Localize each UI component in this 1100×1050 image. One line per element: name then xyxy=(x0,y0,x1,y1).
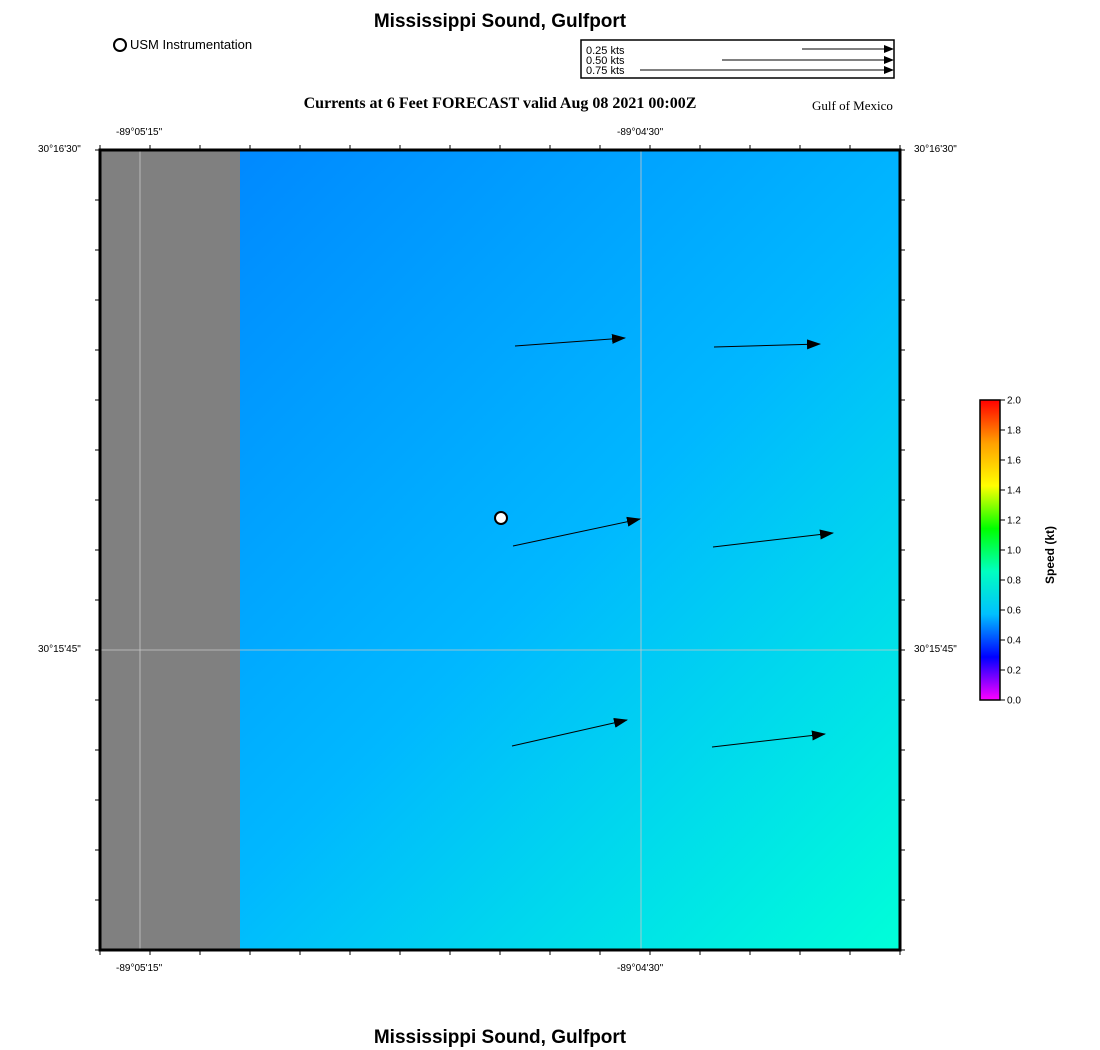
colorbar-tick-label: 2.0 xyxy=(1007,396,1021,407)
colorbar-ticks: 0.0 0.2 0.4 0.6 0.8 1.0 1.2 1.4 1.6 1.8 2.0 xyxy=(1000,396,1021,707)
map-title: Mississippi Sound, Gulfport xyxy=(373,11,627,32)
legend-label-075: 0.75 kts xyxy=(586,65,625,77)
colorbar-tick-label: 1.8 xyxy=(1007,426,1021,437)
current-vector xyxy=(712,529,834,548)
current-vector xyxy=(713,339,821,350)
lat-label-left-bottom: 30°15'45" xyxy=(38,644,81,655)
vector-scale-legend: 0.25 kts 0.50 kts 0.75 kts xyxy=(580,39,895,79)
lon-label-top-right: -89°04'30" xyxy=(617,127,664,138)
current-vector xyxy=(711,730,826,748)
lon-label-bottom-left: -89°05'15" xyxy=(116,963,163,974)
station-legend-label: USM Instrumentation xyxy=(130,37,253,52)
colorbar-tick-label: 1.6 xyxy=(1007,456,1021,467)
speed-colorbar: 0.0 0.2 0.4 0.6 0.8 1.0 1.2 1.4 1.6 1.8 2.0 xyxy=(979,396,1021,707)
colorbar-tick-label: 0.6 xyxy=(1007,606,1021,617)
current-vector xyxy=(512,516,641,547)
colorbar-ramp xyxy=(979,399,1001,701)
colorbar-tick-label: 1.4 xyxy=(1007,486,1021,497)
colorbar-tick-label: 0.0 xyxy=(1007,696,1021,707)
lat-label-right-bottom: 30°15'45" xyxy=(914,644,957,655)
colorbar-tick-label: 1.2 xyxy=(1007,516,1021,527)
land-area xyxy=(100,150,240,950)
current-vector xyxy=(514,333,626,347)
station-marker[interactable] xyxy=(494,511,508,525)
lat-label-right-top: 30°16'30" xyxy=(914,144,957,155)
colorbar-tick-label: 1.0 xyxy=(1007,546,1021,557)
station-legend: USM Instrumentation xyxy=(113,37,252,52)
colorbar-title: Speed (kt) xyxy=(1043,525,1057,584)
map-footer-title: Mississippi Sound, Gulfport xyxy=(373,1027,627,1048)
colorbar-tick-label: 0.2 xyxy=(1007,666,1021,677)
lon-label-bottom-right: -89°04'30" xyxy=(617,963,664,974)
forecast-subtitle: Currents at 6 Feet FORECAST valid Aug 08… xyxy=(303,95,697,112)
legend-label-025: 0.25 kts xyxy=(586,45,625,57)
current-vector xyxy=(511,717,628,747)
colorbar-tick-label: 0.4 xyxy=(1007,636,1021,647)
lon-label-top-left: -89°05'15" xyxy=(116,127,163,138)
legend-label-050: 0.50 kts xyxy=(586,55,625,67)
map-panel[interactable] xyxy=(95,145,907,955)
vector-legend-box xyxy=(580,39,895,79)
lat-label-left-top: 30°16'30" xyxy=(38,144,81,155)
station-marker-icon xyxy=(113,37,127,52)
colorbar-tick-label: 0.8 xyxy=(1007,576,1021,587)
region-label: Gulf of Mexico xyxy=(812,98,893,113)
map-frame xyxy=(98,148,902,952)
